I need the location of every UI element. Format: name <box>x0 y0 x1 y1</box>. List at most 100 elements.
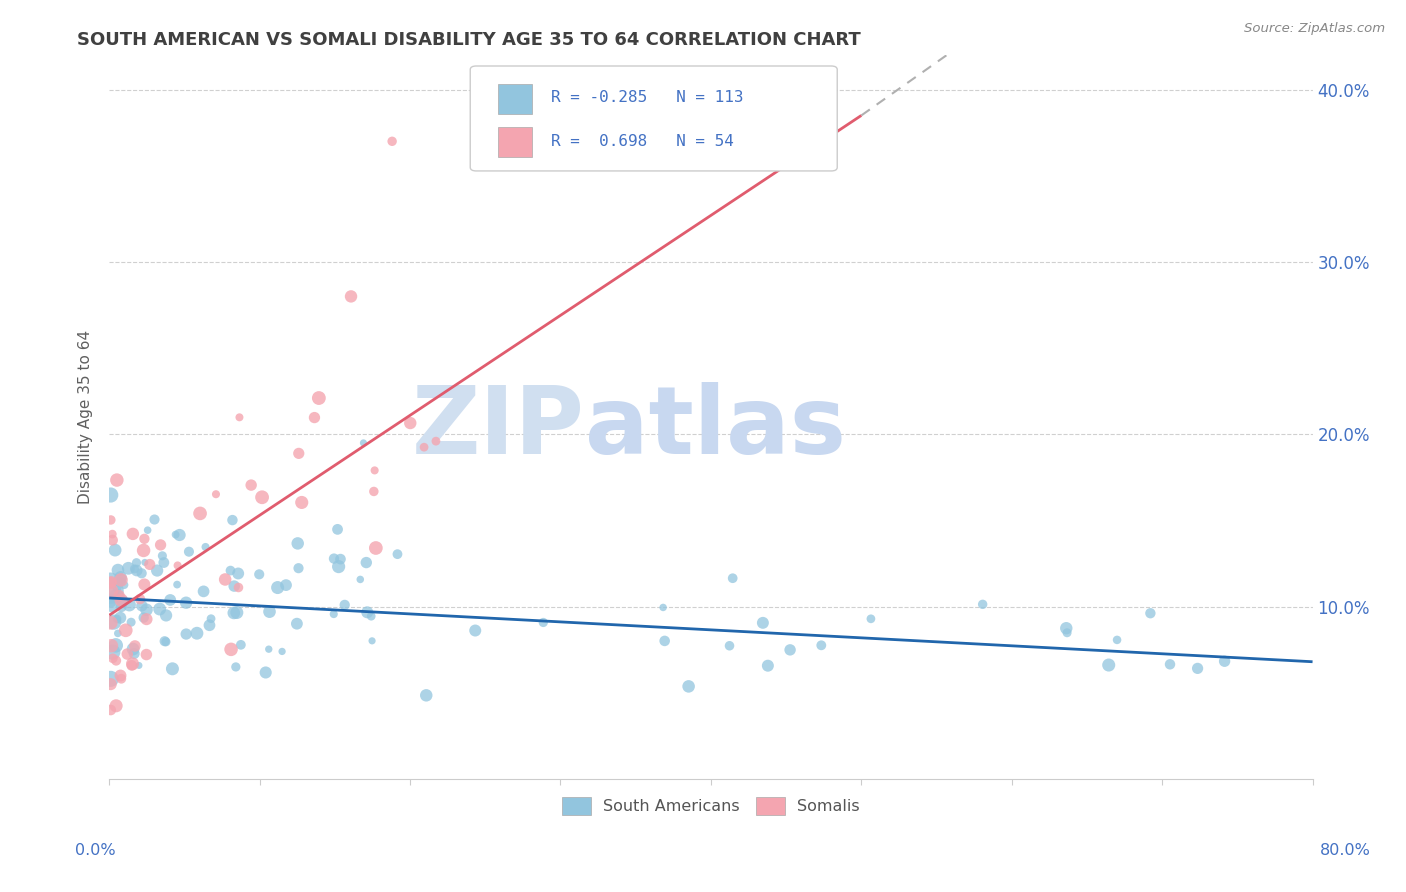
Point <box>340 289 363 303</box>
Point <box>110 599 132 614</box>
Point <box>225 660 247 674</box>
Text: R =  0.698   N = 54: R = 0.698 N = 54 <box>551 135 734 150</box>
Point <box>360 609 382 624</box>
Point <box>352 436 374 450</box>
Point <box>100 574 122 589</box>
Point <box>186 626 208 640</box>
Point <box>131 599 153 613</box>
Point <box>266 581 288 595</box>
Point <box>110 573 132 587</box>
Point <box>112 578 135 592</box>
Point <box>328 559 350 574</box>
Point <box>100 703 122 717</box>
Point <box>111 595 134 609</box>
Point <box>271 644 294 658</box>
Point <box>100 595 122 609</box>
Point <box>100 576 122 591</box>
Point <box>125 564 148 578</box>
Point <box>654 634 676 648</box>
Point <box>361 633 384 648</box>
Point <box>100 583 122 598</box>
Point <box>214 573 236 587</box>
Point <box>287 446 309 460</box>
Point <box>756 658 779 673</box>
Point <box>122 527 145 541</box>
Point <box>1159 657 1181 672</box>
Point <box>349 573 371 587</box>
Text: Source: ZipAtlas.com: Source: ZipAtlas.com <box>1244 22 1385 36</box>
Point <box>101 645 124 659</box>
Point <box>134 555 156 569</box>
Point <box>122 647 145 661</box>
Point <box>240 478 263 492</box>
Point <box>225 606 247 620</box>
Point <box>228 581 250 595</box>
Point <box>1098 658 1121 673</box>
Point <box>169 528 191 542</box>
Point <box>399 416 422 430</box>
Point <box>155 635 177 649</box>
Point <box>100 672 122 686</box>
Point <box>125 556 148 570</box>
Point <box>104 639 127 653</box>
Text: atlas: atlas <box>585 382 845 474</box>
Point <box>859 612 882 626</box>
Point <box>250 490 273 504</box>
Point <box>110 570 132 584</box>
FancyBboxPatch shape <box>498 84 531 114</box>
Point <box>177 544 200 558</box>
Point <box>117 561 139 575</box>
Point <box>117 647 139 661</box>
Point <box>413 440 436 454</box>
Point <box>149 538 172 552</box>
Y-axis label: Disability Age 35 to 64: Disability Age 35 to 64 <box>79 330 93 504</box>
Point <box>100 639 122 653</box>
Point <box>146 564 169 578</box>
Point <box>721 571 744 585</box>
Point <box>135 612 157 626</box>
Point <box>150 549 173 563</box>
Point <box>153 634 176 648</box>
Point <box>120 615 142 630</box>
Point <box>228 410 250 425</box>
Point <box>226 566 249 581</box>
Point <box>134 577 156 591</box>
Point <box>166 558 188 573</box>
Point <box>105 654 128 668</box>
Point <box>100 583 122 598</box>
Point <box>285 616 308 631</box>
Point <box>287 536 309 550</box>
Point <box>254 665 277 680</box>
Point <box>1105 632 1128 647</box>
Point <box>174 596 197 610</box>
Point <box>138 558 160 572</box>
Point <box>124 562 146 576</box>
Point <box>105 612 128 626</box>
Point <box>121 658 143 673</box>
Point <box>718 639 741 653</box>
Point <box>100 573 122 587</box>
Point <box>107 563 129 577</box>
FancyBboxPatch shape <box>498 127 531 157</box>
Point <box>1187 661 1209 675</box>
Point <box>100 488 122 502</box>
Point <box>257 642 280 657</box>
Point <box>1054 621 1077 635</box>
Point <box>131 566 153 581</box>
Point <box>652 600 675 615</box>
Point <box>531 615 554 630</box>
Point <box>1213 654 1236 668</box>
Point <box>464 624 486 638</box>
Point <box>247 567 270 582</box>
Point <box>132 543 155 558</box>
Point <box>100 677 122 691</box>
Point <box>304 410 326 425</box>
Point <box>118 598 141 612</box>
Point <box>810 638 832 652</box>
Point <box>1139 606 1161 620</box>
Point <box>363 484 385 499</box>
Point <box>779 643 801 657</box>
Point <box>425 434 447 449</box>
Point <box>136 523 159 537</box>
Point <box>104 543 127 558</box>
